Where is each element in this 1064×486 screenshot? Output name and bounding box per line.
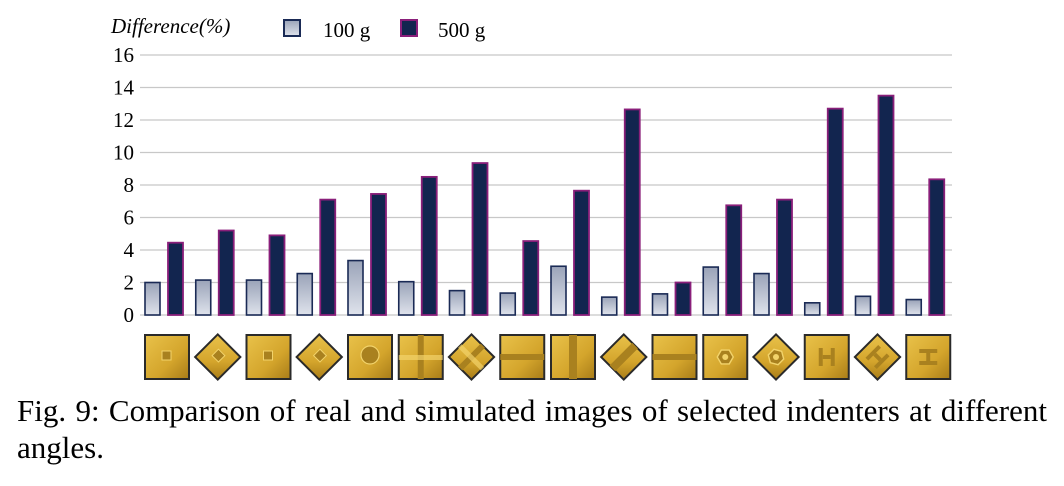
legend-label-100g: 100 g [323,18,371,42]
bar-500g-12 [725,204,743,316]
bar-100g-1 [144,281,161,316]
indenter-image-cube-rotated [295,332,344,382]
indenter-image-cylinder [347,334,393,380]
legend-swatch-100g [283,19,301,37]
legend-label-500g: 500 g [438,18,486,42]
y-tick-label: 6 [124,206,135,230]
indenter-image-bar-horizontal [499,334,546,380]
y-axis-label: Difference(%) [110,14,230,38]
bar-500g-3 [268,234,286,316]
bar-500g-8 [522,240,540,316]
bar-100g-5 [347,259,364,316]
bar-100g-15 [854,295,872,316]
indenter-image-cross-vertical [397,334,444,380]
bar-100g-4 [296,272,314,316]
y-tick-label: 2 [124,271,135,295]
bars [144,94,946,316]
bar-500g-4 [319,198,337,316]
bar-100g-8 [499,292,517,316]
bar-100g-13 [753,272,770,316]
indenter-image-cube-small [144,334,190,380]
bar-100g-12 [702,266,720,316]
bar-500g-1 [167,241,184,316]
indenter-image-cross-rotated [447,332,496,382]
bar-100g-14 [803,302,821,316]
bar-100g-11 [651,293,669,316]
indenter-image-letter-h-sideways [905,334,952,380]
bar-500g-15 [877,94,895,316]
indenter-image-hexagon [702,334,749,380]
bar-500g-6 [420,175,438,316]
bar-500g-13 [776,198,793,316]
bar-100g-10 [600,296,618,316]
indenter-image-bar-vertical [550,334,596,380]
y-tick-label: 8 [124,173,135,197]
y-axis-ticks: 0 2 4 6 8 10 12 14 16 [113,43,135,327]
indenter-image-hexagon-rotated [751,332,801,382]
bar-100g-7 [448,289,466,316]
indenter-image-bar-horizontal [651,334,698,380]
y-tick-label: 16 [113,43,134,67]
indenter-image-cube [245,334,292,380]
bar-100g-3 [245,279,263,316]
legend: 100 g 500 g [283,18,486,42]
indenter-image-letter-h [803,334,850,380]
bar-500g-7 [471,162,489,316]
bar-100g-6 [397,280,415,316]
bar-100g-16 [905,298,923,316]
bar-500g-16 [928,178,946,316]
bar-500g-10 [623,108,641,316]
legend-swatch-500g [400,19,418,37]
y-tick-label: 10 [113,141,134,165]
bar-500g-9 [573,189,590,316]
bar-500g-5 [370,193,387,316]
indenter-images [144,332,952,382]
y-tick-label: 4 [124,238,135,262]
figure-caption: Fig. 9: Comparison of real and simulated… [17,393,1047,465]
y-tick-label: 0 [124,303,135,327]
bar-500g-2 [217,229,235,316]
indenter-image-cube-rotated [193,332,242,382]
bar-100g-2 [194,279,212,316]
y-tick-label: 14 [113,76,135,100]
bar-chart: 0 2 4 6 8 10 12 14 16 Difference(%) 100 g 500 g [110,14,952,382]
bar-100g-9 [550,265,567,316]
bar-500g-11 [674,281,692,316]
indenter-image-letter-h-rotated [853,332,902,382]
y-tick-label: 12 [113,108,134,132]
bar-500g-14 [826,107,844,316]
indenter-image-bar-rotated [599,332,648,382]
